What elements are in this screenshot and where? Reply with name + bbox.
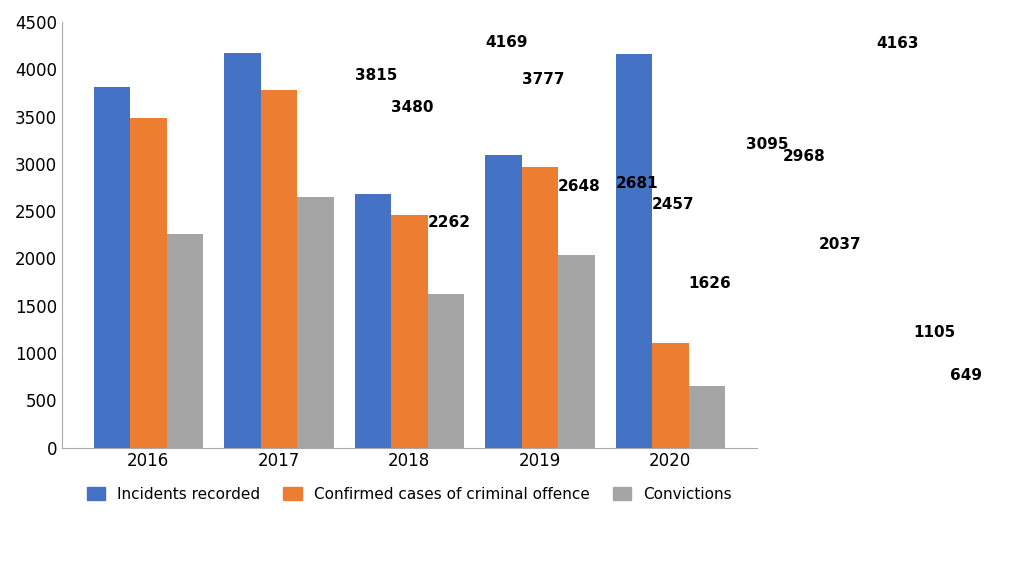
Text: 3480: 3480 bbox=[391, 100, 433, 115]
Text: 3095: 3095 bbox=[746, 136, 788, 151]
Bar bbox=[354, 194, 391, 448]
Text: 1105: 1105 bbox=[913, 325, 955, 340]
Text: 2037: 2037 bbox=[819, 236, 861, 252]
Bar bbox=[428, 294, 464, 448]
Text: 3777: 3777 bbox=[521, 72, 564, 87]
Text: 2648: 2648 bbox=[558, 179, 601, 194]
Bar bbox=[485, 155, 521, 448]
Text: 2262: 2262 bbox=[428, 215, 471, 230]
Legend: Incidents recorded, Confirmed cases of criminal offence, Convictions: Incidents recorded, Confirmed cases of c… bbox=[81, 481, 738, 508]
Text: 1626: 1626 bbox=[688, 276, 731, 291]
Bar bbox=[130, 118, 167, 448]
Bar bbox=[558, 255, 595, 448]
Bar bbox=[297, 197, 334, 448]
Text: 2457: 2457 bbox=[652, 197, 694, 212]
Text: 2968: 2968 bbox=[782, 148, 825, 163]
Bar bbox=[615, 54, 652, 448]
Text: 3815: 3815 bbox=[354, 69, 397, 83]
Bar bbox=[167, 234, 203, 448]
Bar bbox=[688, 386, 725, 448]
Text: 4169: 4169 bbox=[485, 35, 527, 50]
Bar bbox=[391, 215, 428, 448]
Bar bbox=[521, 167, 558, 448]
Text: 4163: 4163 bbox=[877, 35, 919, 51]
Bar bbox=[93, 87, 130, 448]
Text: 649: 649 bbox=[949, 368, 982, 383]
Text: 2681: 2681 bbox=[615, 176, 658, 191]
Bar bbox=[224, 53, 260, 448]
Bar bbox=[260, 90, 297, 448]
Bar bbox=[652, 343, 688, 448]
